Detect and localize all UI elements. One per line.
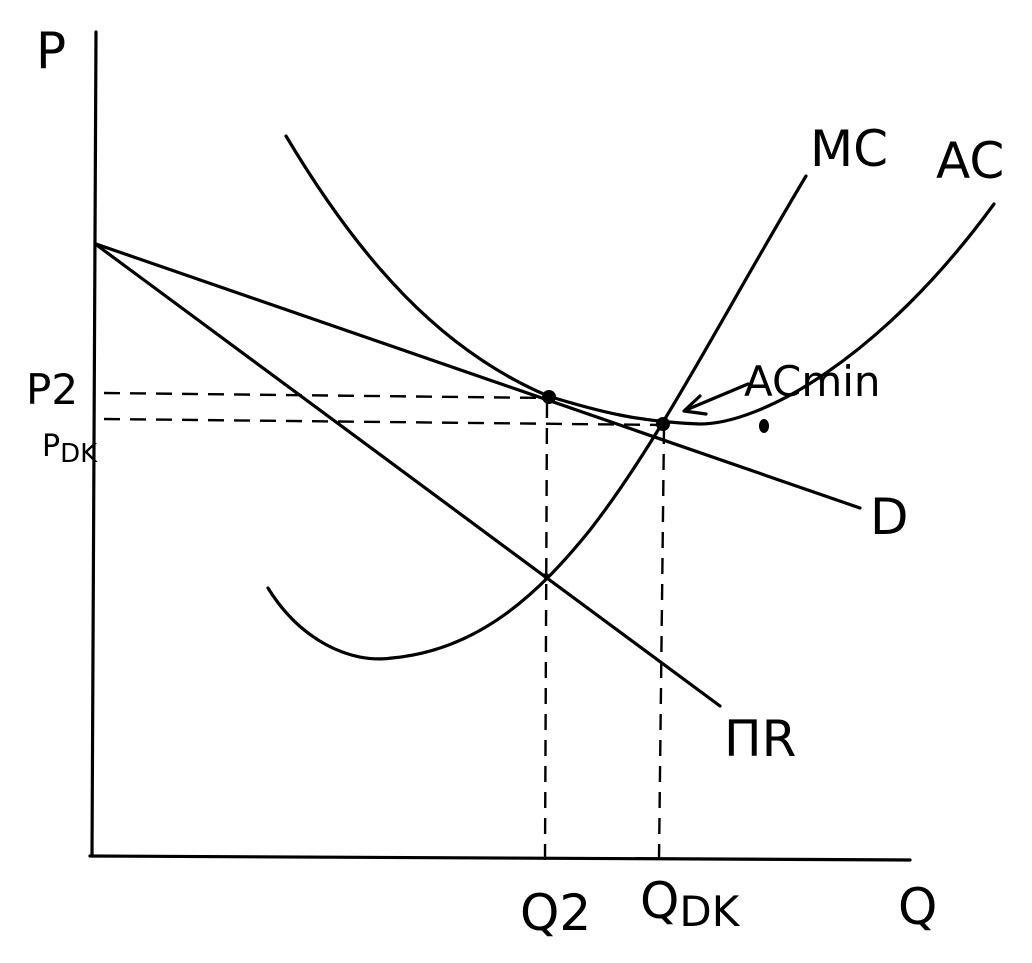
tangency-point [542, 390, 556, 404]
ac-min-arrowhead [682, 394, 708, 416]
mc-label: MC [810, 120, 888, 178]
y-axis-label: P [36, 22, 66, 80]
qdk-label: QDK [640, 872, 741, 936]
q2-guide-line [543, 401, 549, 861]
p2-label: P2 [26, 365, 78, 414]
x-axis-label: Q [898, 878, 937, 936]
pdk-label: PDK [42, 429, 98, 469]
qdk-guide-line [657, 427, 666, 861]
q2-label: Q2 [520, 884, 591, 942]
demand-curve [94, 242, 862, 510]
q2-label-main: Q [520, 884, 559, 942]
marginal-revenue-curve [96, 244, 722, 708]
p2-guide-line [103, 391, 551, 400]
p2-label-sub: 2 [51, 365, 78, 414]
q2-label-sub: 2 [559, 884, 591, 942]
p2-label-main: P [26, 365, 51, 414]
mc-mr-intersection [543, 573, 549, 579]
y-axis [90, 30, 98, 858]
qdk-label-sub: DK [679, 887, 740, 936]
qdk-label-main: Q [640, 872, 679, 930]
marginal-revenue-label: ΠR [724, 710, 796, 768]
ac-min-point [656, 417, 670, 431]
demand-label: D [870, 488, 909, 546]
pdk-label-sub: DK [60, 439, 98, 469]
pdk-guide-line [103, 417, 665, 427]
x-axis [88, 854, 912, 862]
marginal-cost-curve [266, 174, 808, 661]
stray-dot [759, 419, 769, 433]
ac-min-arrow [684, 382, 750, 412]
pdk-label-main: P [42, 429, 60, 464]
ac-label: AC [936, 132, 1004, 190]
average-cost-curve [284, 134, 996, 426]
ac-min-label: ACmin [744, 357, 881, 406]
